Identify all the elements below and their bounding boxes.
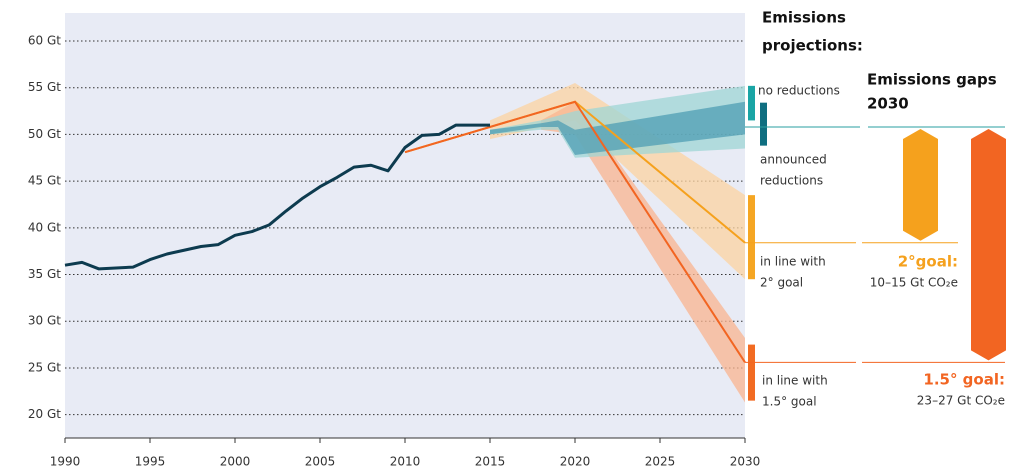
scenario-label: reductions (760, 174, 823, 188)
scenario-label: 2° goal (760, 276, 803, 290)
scenario-range (760, 102, 767, 146)
scenario-range (748, 195, 755, 280)
plot-background (65, 13, 745, 438)
x-tick-label: 2005 (305, 455, 336, 469)
gap-arrow (971, 128, 1006, 361)
y-tick-label: 40 Gt (28, 220, 61, 234)
scenario-label: in line with (762, 374, 828, 388)
y-tick-label: 55 Gt (28, 80, 61, 94)
x-tick-label: 1990 (50, 455, 81, 469)
panel-title: Emissions (762, 9, 846, 27)
x-tick-label: 2000 (220, 455, 251, 469)
y-tick-label: 20 Gt (28, 407, 61, 421)
x-tick-label: 2015 (475, 455, 506, 469)
scenario-range (748, 344, 755, 401)
x-tick-label: 2025 (645, 455, 676, 469)
scenario-range (748, 85, 755, 121)
x-tick-label: 1995 (135, 455, 166, 469)
y-tick-label: 60 Gt (28, 34, 61, 48)
scenario-label: 1.5° goal (762, 395, 817, 409)
y-tick-label: 30 Gt (28, 314, 61, 328)
history-line (64, 123, 490, 271)
gap-arrow (903, 128, 938, 241)
panel-title: Emissions gaps (867, 71, 997, 89)
scenario-label: announced (760, 153, 827, 167)
projection-line (404, 100, 746, 363)
x-tick-label: 2030 (730, 455, 761, 469)
y-tick-label: 45 Gt (28, 174, 61, 188)
y-tick-label: 35 Gt (28, 267, 61, 281)
gap-subtitle: 10–15 Gt CO₂e (870, 276, 958, 290)
x-tick-label: 2010 (390, 455, 421, 469)
gap-subtitle: 23–27 Gt CO₂e (917, 394, 1005, 408)
panel-title: projections: (762, 37, 863, 55)
gap-title: 1.5° goal: (923, 371, 1005, 389)
y-tick-label: 50 Gt (28, 127, 61, 141)
gap-title: 2°goal: (898, 253, 958, 271)
panel-title: 2030 (867, 95, 909, 113)
scenario-label: in line with (760, 255, 826, 269)
x-tick-label: 2020 (560, 455, 591, 469)
scenario-label: no reductions (758, 84, 840, 98)
range-band (490, 101, 745, 155)
y-tick-label: 25 Gt (28, 360, 61, 374)
